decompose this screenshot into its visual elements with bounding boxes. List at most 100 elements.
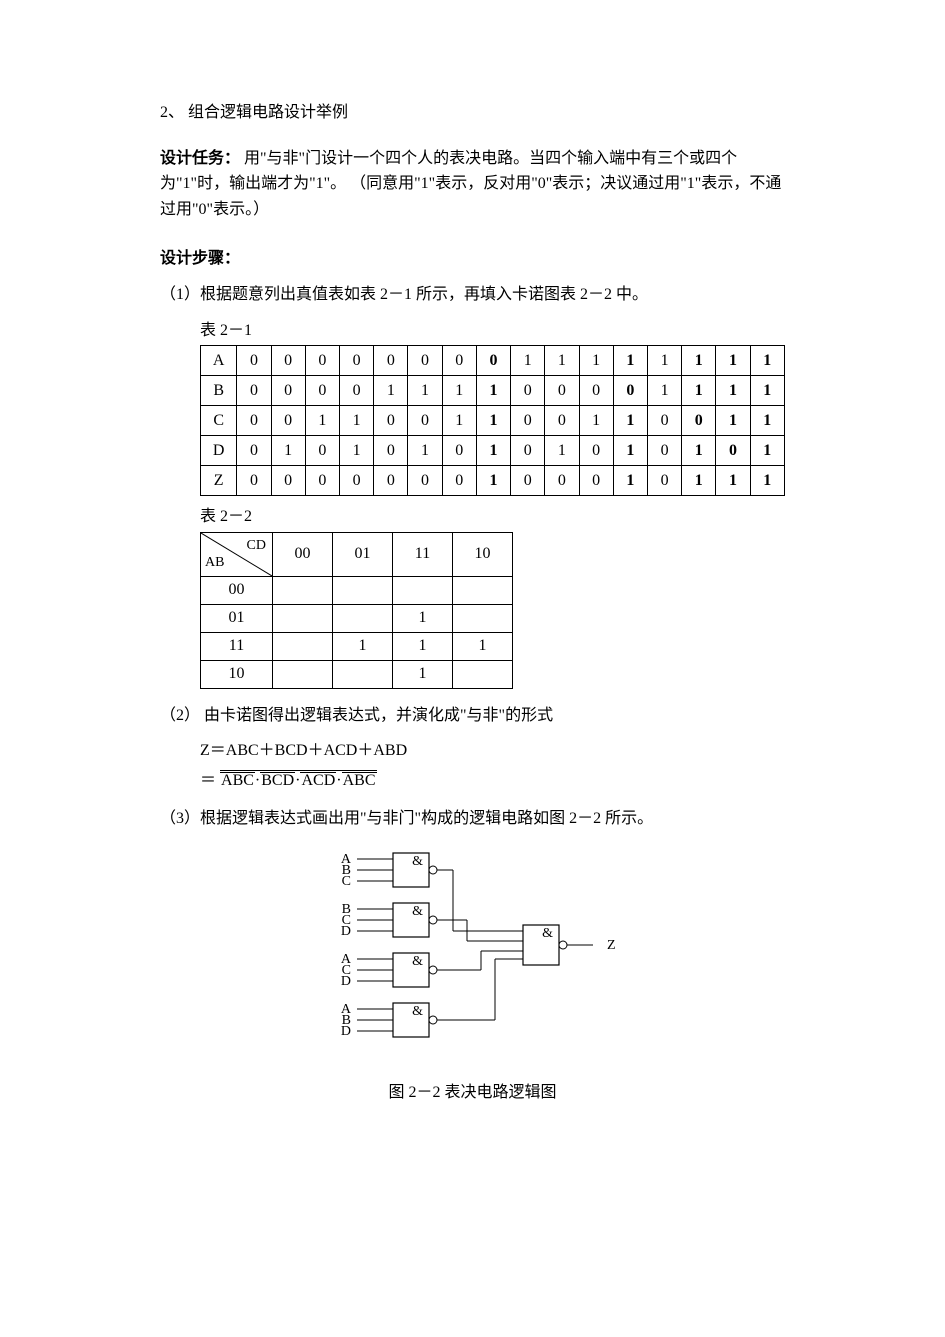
truth-cell: 1 bbox=[545, 346, 579, 376]
not-bubble bbox=[559, 941, 567, 949]
truth-cell: 1 bbox=[750, 436, 784, 466]
truth-row-header: D bbox=[201, 436, 237, 466]
truth-cell: 0 bbox=[511, 406, 545, 436]
and-symbol: & bbox=[412, 854, 423, 869]
truth-cell: 1 bbox=[716, 406, 750, 436]
gate-input-label: D bbox=[340, 1024, 350, 1039]
truth-cell: 0 bbox=[305, 376, 339, 406]
truth-cell: 1 bbox=[339, 406, 373, 436]
truth-cell: 0 bbox=[271, 466, 305, 496]
kmap-cell: 1 bbox=[393, 660, 453, 688]
output-label: Z bbox=[607, 938, 616, 953]
truth-cell: 0 bbox=[305, 346, 339, 376]
kmap-ab-label: AB bbox=[205, 552, 224, 574]
kmap-row-header: 01 bbox=[201, 604, 273, 632]
kmap-cell: 1 bbox=[393, 632, 453, 660]
kmap-cell: 1 bbox=[393, 604, 453, 632]
formula-double-overline: ABC·BCD·ACD·ABC bbox=[220, 770, 376, 789]
steps-label: 设计步骤： bbox=[160, 246, 785, 272]
truth-row-header: B bbox=[201, 376, 237, 406]
nand-gate-final bbox=[523, 925, 559, 965]
truth-cell: 1 bbox=[613, 436, 647, 466]
truth-row-header: Z bbox=[201, 466, 237, 496]
truth-cell: 0 bbox=[305, 466, 339, 496]
step-2: （2） 由卡诺图得出逻辑表达式，并演化成"与非"的形式 bbox=[160, 703, 785, 729]
truth-cell: 0 bbox=[511, 466, 545, 496]
truth-cell: 0 bbox=[647, 406, 681, 436]
truth-cell: 0 bbox=[476, 346, 510, 376]
truth-cell: 0 bbox=[647, 436, 681, 466]
truth-cell: 1 bbox=[374, 376, 408, 406]
formula-term-3: ABC bbox=[342, 772, 377, 789]
truth-cell: 0 bbox=[511, 376, 545, 406]
truth-cell: 0 bbox=[545, 406, 579, 436]
formula-term-2: ACD bbox=[300, 772, 336, 789]
truth-cell: 0 bbox=[339, 376, 373, 406]
truth-cell: 0 bbox=[579, 376, 613, 406]
kmap-cell bbox=[273, 576, 333, 604]
truth-cell: 1 bbox=[476, 406, 510, 436]
formula-line-2: ＝ ABC·BCD·ACD·ABC bbox=[200, 768, 785, 794]
truth-cell: 0 bbox=[374, 466, 408, 496]
and-symbol: & bbox=[412, 904, 423, 919]
truth-cell: 0 bbox=[237, 406, 271, 436]
step-3: （3）根据逻辑表达式画出用"与非门"构成的逻辑电路如图 2－2 所示。 bbox=[160, 806, 785, 832]
truth-cell: 1 bbox=[750, 346, 784, 376]
truth-cell: 0 bbox=[305, 436, 339, 466]
truth-cell: 0 bbox=[408, 466, 442, 496]
kmap-cell bbox=[453, 660, 513, 688]
truth-cell: 1 bbox=[476, 376, 510, 406]
truth-cell: 0 bbox=[545, 466, 579, 496]
truth-cell: 1 bbox=[271, 436, 305, 466]
step-1: （1）根据题意列出真值表如表 2－1 所示，再填入卡诺图表 2－2 中。 bbox=[160, 282, 785, 308]
truth-cell: 0 bbox=[716, 436, 750, 466]
truth-cell: 1 bbox=[476, 466, 510, 496]
truth-cell: 0 bbox=[613, 376, 647, 406]
truth-cell: 0 bbox=[408, 346, 442, 376]
truth-cell: 1 bbox=[750, 466, 784, 496]
truth-cell: 0 bbox=[579, 436, 613, 466]
truth-cell: 1 bbox=[579, 346, 613, 376]
truth-cell: 0 bbox=[237, 346, 271, 376]
truth-cell: 1 bbox=[305, 406, 339, 436]
truth-cell: 1 bbox=[682, 346, 716, 376]
kmap-cell bbox=[333, 660, 393, 688]
kmap-cell bbox=[453, 604, 513, 632]
truth-cell: 1 bbox=[682, 436, 716, 466]
kmap-row-header: 00 bbox=[201, 576, 273, 604]
kmap-cell bbox=[333, 604, 393, 632]
task-text: 用"与非"门设计一个四个人的表决电路。当四个输入端中有三个或四个为"1"时，输出… bbox=[160, 150, 781, 218]
task-block: 设计任务： 用"与非"门设计一个四个人的表决电路。当四个输入端中有三个或四个为"… bbox=[160, 146, 785, 223]
truth-cell: 0 bbox=[374, 346, 408, 376]
kmap-row-header: 11 bbox=[201, 632, 273, 660]
truth-cell: 1 bbox=[682, 376, 716, 406]
kmap-col-0: 00 bbox=[273, 532, 333, 576]
kmap-col-1: 01 bbox=[333, 532, 393, 576]
not-bubble bbox=[429, 1016, 437, 1024]
kmap-cell bbox=[333, 576, 393, 604]
gate-input-label: D bbox=[340, 974, 350, 989]
kmap-row-header: 10 bbox=[201, 660, 273, 688]
and-symbol: & bbox=[412, 954, 423, 969]
not-bubble bbox=[429, 866, 437, 874]
table-2-caption: 表 2－2 bbox=[200, 504, 785, 530]
truth-cell: 0 bbox=[408, 406, 442, 436]
truth-cell: 1 bbox=[545, 436, 579, 466]
kmap-corner: CD AB bbox=[201, 532, 273, 576]
formula-eq: ＝ bbox=[200, 772, 216, 789]
truth-cell: 0 bbox=[374, 436, 408, 466]
truth-table: A0000000011111111B0000111100001111C00110… bbox=[200, 345, 785, 496]
not-bubble bbox=[429, 966, 437, 974]
nand-gate bbox=[393, 1003, 429, 1037]
truth-cell: 1 bbox=[716, 466, 750, 496]
truth-cell: 0 bbox=[237, 436, 271, 466]
truth-cell: 1 bbox=[613, 466, 647, 496]
formula-line-1: Z＝ABC＋BCD＋ACD＋ABD bbox=[200, 738, 785, 764]
truth-cell: 1 bbox=[750, 406, 784, 436]
kmap-cell bbox=[453, 576, 513, 604]
formula-term-1: BCD bbox=[260, 772, 295, 789]
truth-cell: 1 bbox=[716, 376, 750, 406]
truth-cell: 1 bbox=[442, 376, 476, 406]
kmap-cell bbox=[393, 576, 453, 604]
section-title: 2、 组合逻辑电路设计举例 bbox=[160, 100, 785, 126]
